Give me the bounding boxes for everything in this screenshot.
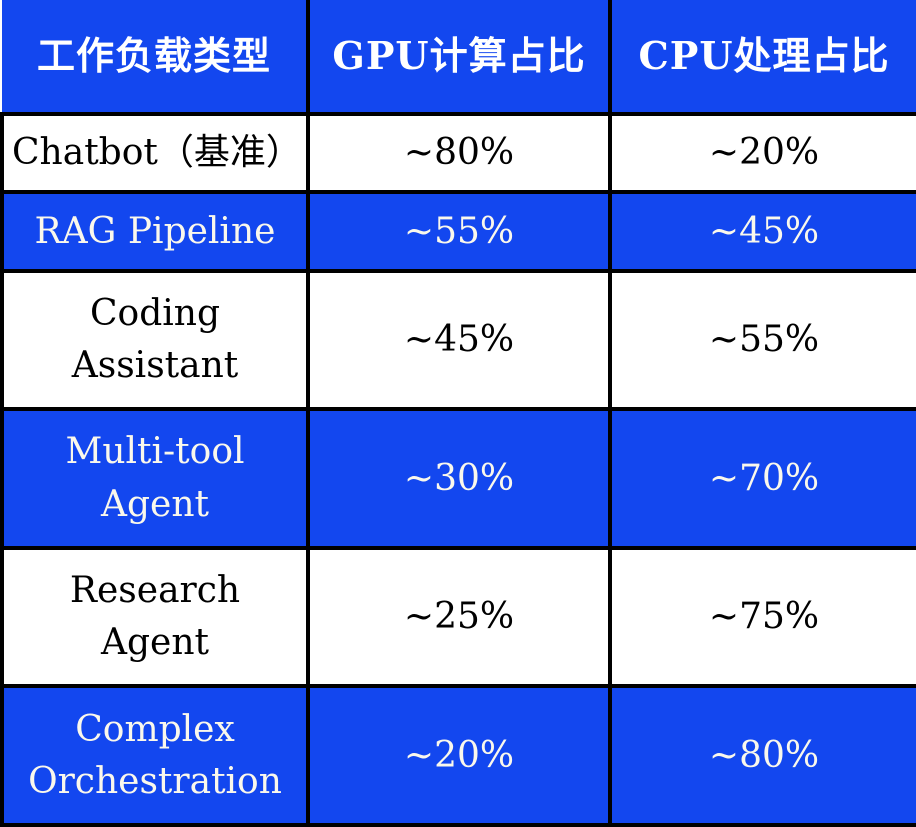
table-row-complex-orchestration: Complex Orchestration ~20% ~80% [0, 684, 916, 827]
table-row-multi-tool-agent: Multi-tool Agent ~30% ~70% [0, 407, 916, 550]
table-row-coding-assistant: Coding Assistant ~45% ~55% [0, 268, 916, 412]
workload-cell: Coding Assistant [0, 268, 310, 412]
gpu-share-cell: ~25% [306, 545, 612, 689]
workload-cell: RAG Pipeline [0, 190, 310, 273]
cpu-share-cell: ~70% [608, 407, 916, 550]
workload-cell: Complex Orchestration [0, 684, 310, 827]
workload-cell: Chatbot（基准） [0, 111, 310, 195]
gpu-share-cell: ~30% [306, 407, 612, 550]
gpu-share-cell: ~45% [306, 268, 612, 412]
gpu-share-cell: ~20% [306, 684, 612, 827]
cpu-share-cell: ~75% [608, 545, 916, 689]
header-cpu-share: CPU处理占比 [608, 0, 916, 116]
cpu-share-cell: ~80% [608, 684, 916, 827]
workload-cell: Multi-tool Agent [0, 407, 310, 550]
header-gpu-share: GPU计算占比 [306, 0, 612, 116]
workload-cell: Research Agent [0, 545, 310, 689]
table-row-chatbot: Chatbot（基准） ~80% ~20% [0, 111, 916, 195]
cpu-share-cell: ~20% [608, 111, 916, 195]
table-row-rag-pipeline: RAG Pipeline ~55% ~45% [0, 190, 916, 273]
header-workload-type: 工作负载类型 [2, 0, 310, 116]
cpu-share-cell: ~45% [608, 190, 916, 273]
gpu-share-cell: ~80% [306, 111, 612, 195]
header-row: 工作负载类型 GPU计算占比 CPU处理占比 [2, 0, 916, 116]
cpu-share-cell: ~55% [608, 268, 916, 412]
table-row-research-agent: Research Agent ~25% ~75% [0, 545, 916, 689]
gpu-share-cell: ~55% [306, 190, 612, 273]
